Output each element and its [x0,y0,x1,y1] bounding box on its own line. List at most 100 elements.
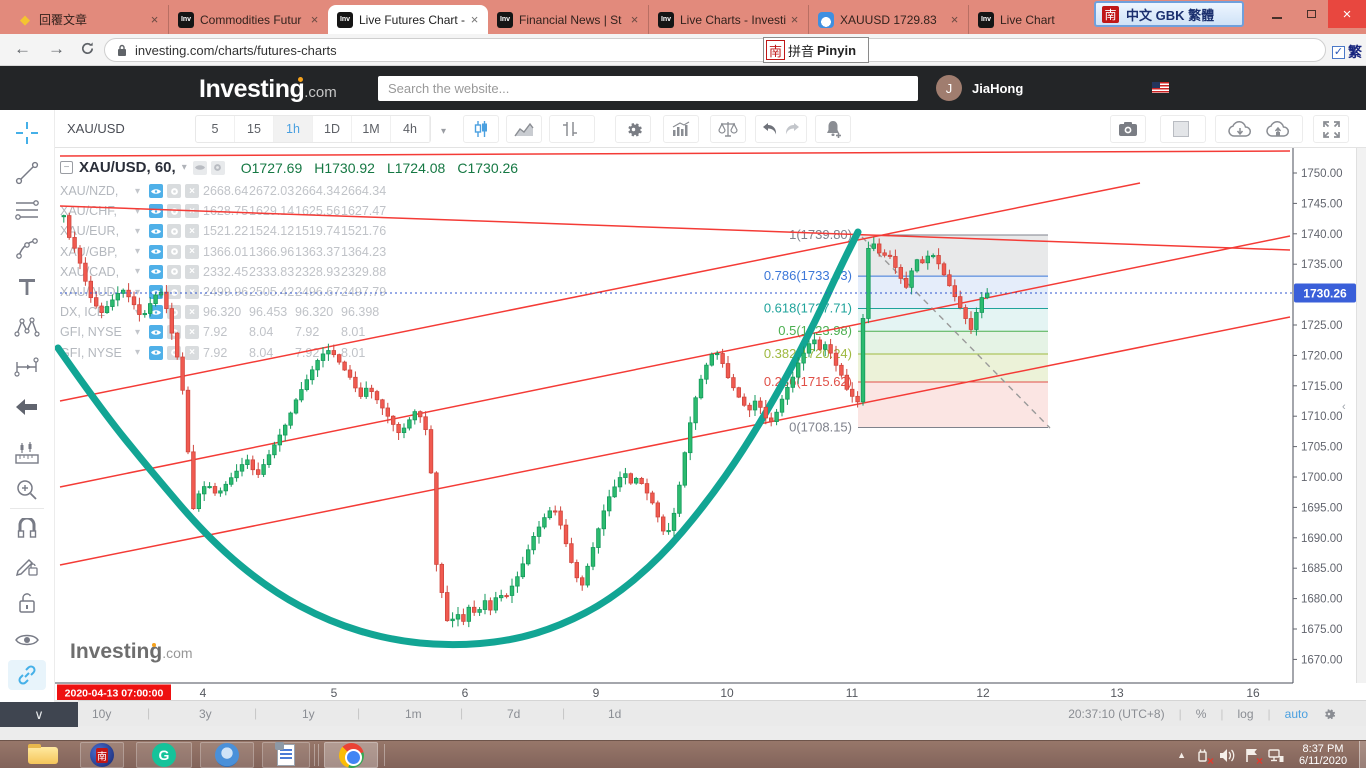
watchlist-row[interactable]: XAU/EUR, ▾ × 1521.22 1524.12 1519.74 1521.76 [60,221,387,241]
tab-close-icon[interactable]: × [310,12,319,27]
avatar[interactable]: J [936,75,962,101]
settings-button[interactable] [615,115,651,143]
watchlist-row[interactable]: GFI, NYSE ▾ × 7.92 8.04 7.92 8.01 [60,343,387,363]
watchlist-caret[interactable]: ▾ [135,246,141,258]
tab-close-icon[interactable]: × [950,12,959,27]
crosshair-tool[interactable] [8,118,46,148]
gear-icon[interactable] [167,285,181,300]
link-tool[interactable] [8,660,46,690]
eye-icon[interactable] [149,325,163,340]
chart-canvas[interactable]: − XAU/USD, 60, ▾ O1727.69 H1730.92 L1724… [55,148,1366,700]
remove-icon[interactable]: × [185,204,199,219]
gear-icon[interactable] [167,345,181,360]
main-gear-icon[interactable] [210,160,225,175]
remove-icon[interactable]: × [185,345,199,360]
watchlist-row[interactable]: DX, ICE ▾ × 96.320 96.453 96.320 96.398 [60,302,387,322]
watchlist-symbol[interactable]: XAU/GBP, [60,244,118,259]
range-3y[interactable]: 3y [199,707,212,721]
timeframe-15[interactable]: 15 [235,116,274,142]
watchlist-row[interactable]: XAU/CHF, ▾ × 1628.75 1629.14 1625.56 1627.47 [60,201,387,221]
candlestick-style-button[interactable] [463,115,499,143]
tray-expand-icon[interactable]: ▲ [1177,750,1186,760]
redo-button[interactable] [784,122,801,136]
remove-icon[interactable]: × [185,325,199,340]
gear-icon[interactable] [167,224,181,239]
grammarly-taskbar-icon[interactable]: G [136,742,192,768]
collapse-symbol-icon[interactable]: − [60,161,73,174]
eye-icon[interactable] [149,224,163,239]
measure-tool[interactable] [8,438,46,468]
main-eye-icon[interactable] [192,160,207,175]
main-symbol-caret[interactable]: ▾ [181,162,187,173]
tab-close-icon[interactable]: × [150,12,159,27]
watchlist-symbol[interactable]: XAU/AUD, [60,285,120,300]
back-button[interactable]: ← [14,39,31,58]
volume-icon[interactable] [1219,748,1236,763]
layout-button[interactable] [1160,115,1206,143]
area-style-button[interactable] [506,115,542,143]
scales-button[interactable] [710,115,746,143]
eye-icon[interactable] [149,305,163,320]
watchlist-row[interactable]: XAU/NZD, ▾ × 2668.64 2672.03 2664.34 2664.34 [60,181,387,201]
forecast-tool[interactable] [8,352,46,382]
eye-icon[interactable] [149,285,163,300]
watchlist-row[interactable]: GFI, NYSE ▾ × 7.92 8.04 7.92 8.01 [60,322,387,342]
remove-icon[interactable]: × [185,264,199,279]
search-input[interactable] [378,76,918,101]
browser-tab[interactable]: ◆ 回覆文章 × [8,5,168,34]
notes-taskbar-icon[interactable] [262,742,310,768]
back-arrow-tool[interactable] [8,392,46,422]
user-name[interactable]: JiaHong [972,81,1024,96]
zoom-in-tool[interactable] [8,475,46,505]
watchlist-caret[interactable]: ▾ [135,266,141,278]
close-button[interactable]: × [1328,0,1366,28]
browser-tab[interactable]: Inv Financial News | St × [488,5,648,34]
range-1y[interactable]: 1y [302,707,315,721]
audio-device-icon[interactable] [1195,748,1214,768]
eye-icon[interactable] [149,264,163,279]
cloud-upload-icon[interactable] [1265,120,1291,139]
timeframe-1h[interactable]: 1h [274,116,313,142]
watchlist-symbol[interactable]: XAU/CHF, [60,204,117,219]
range-1m[interactable]: 1m [405,707,422,721]
remove-icon[interactable]: × [185,285,199,300]
symbol-field[interactable]: XAU/USD [67,121,125,136]
watchlist-row[interactable]: XAU/CAD, ▾ × 2332.45 2333.83 2328.93 2329.88 [60,262,387,282]
watchlist-caret[interactable]: ▾ [135,347,141,359]
main-symbol-label[interactable]: XAU/USD, 60, [79,159,176,176]
percent-scale-button[interactable]: % [1195,707,1207,721]
tab-close-icon[interactable]: × [630,12,639,27]
remove-icon[interactable]: × [185,184,199,199]
show-desktop-button[interactable] [1359,741,1366,768]
watchlist-symbol[interactable]: XAU/NZD, [60,184,119,199]
address-bar[interactable]: investing.com/charts/futures-charts [104,38,1326,62]
timeframe-5[interactable]: 5 [196,116,235,142]
chrome-taskbar-icon[interactable] [324,742,378,768]
browser-tab[interactable]: XAUUSD 1729.83 × [808,5,968,34]
gear-icon[interactable] [167,184,181,199]
watchlist-row[interactable]: XAU/AUD, ▾ × 2499.96 2505.42 2496.67 2497.79 [60,282,387,302]
watchlist-caret[interactable]: ▾ [135,205,141,217]
pinyin-input-bar[interactable]: 南 拼音 Pinyin [763,37,869,63]
taskbar-clock[interactable]: 8:37 PM 6/11/2020 [1298,743,1348,767]
ime-language-bar[interactable]: 南 中文 GBK 繁體 [1094,1,1244,27]
watchlist-caret[interactable]: ▾ [135,326,141,338]
remove-icon[interactable]: × [185,224,199,239]
collapse-panel-button[interactable]: ∨ [0,702,78,727]
axis-scroll-strip[interactable] [1356,148,1366,683]
watchlist-row[interactable]: XAU/GBP, ▾ × 1366.01 1366.96 1363.37 1364.23 [60,242,387,262]
pattern-tool[interactable] [8,312,46,342]
snapshot-button[interactable] [1110,115,1146,143]
action-center-flag-icon[interactable] [1245,748,1263,768]
timeframe-1D[interactable]: 1D [313,116,352,142]
remove-icon[interactable]: × [185,305,199,320]
compare-button[interactable] [549,115,595,143]
gear-icon[interactable] [167,305,181,320]
timeframe-1M[interactable]: 1M [352,116,391,142]
bottom-settings-icon[interactable] [1322,707,1336,721]
watchlist-symbol[interactable]: XAU/CAD, [60,264,120,279]
cloud-download-icon[interactable] [1227,120,1253,139]
auto-scale-button[interactable]: auto [1284,707,1308,721]
timeframe-dropdown-icon[interactable]: ▾ [441,126,447,137]
watchlist-caret[interactable]: ▾ [135,306,141,318]
